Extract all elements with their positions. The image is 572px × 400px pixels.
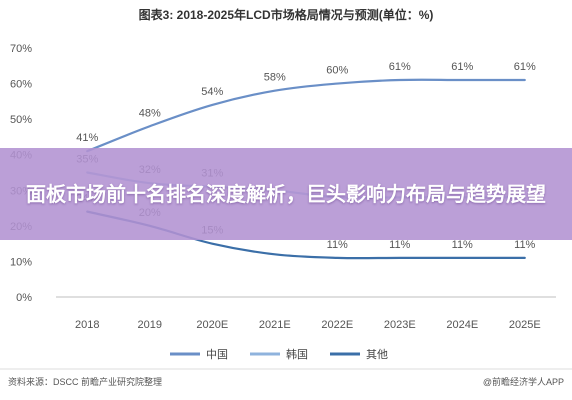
y-tick-label: 10% <box>10 256 32 268</box>
headline-text: 面板市场前十名排名深度解析，巨头影响力布局与趋势展望 <box>26 182 546 206</box>
x-tick-label: 2023E <box>384 319 416 331</box>
legend-label: 韩国 <box>286 347 308 361</box>
brand-note: @前瞻经济学人APP <box>483 376 564 387</box>
data-label: 11% <box>514 239 535 251</box>
data-label: 41% <box>76 132 98 144</box>
data-label: 61% <box>514 61 536 73</box>
x-tick-label: 2025E <box>509 319 541 331</box>
x-tick-label: 2019 <box>138 319 162 331</box>
y-tick-label: 60% <box>10 79 32 91</box>
data-label: 11% <box>389 239 410 251</box>
data-label: 61% <box>451 61 473 73</box>
x-tick-label: 2024E <box>446 319 478 331</box>
x-tick-label: 2018 <box>75 319 99 331</box>
data-label: 58% <box>264 72 286 84</box>
x-tick-label: 2020E <box>196 319 228 331</box>
legend-label: 中国 <box>206 348 228 361</box>
y-tick-label: 0% <box>16 292 32 304</box>
y-tick-label: 70% <box>10 43 32 55</box>
data-label: 60% <box>326 65 348 77</box>
chart-title: 图表3: 2018-2025年LCD市场格局情况与预测(单位：%) <box>139 7 434 22</box>
x-tick-label: 2021E <box>259 319 291 331</box>
data-label: 11% <box>452 239 473 251</box>
source-note: 资料来源：DSCC 前瞻产业研究院整理 <box>8 376 162 387</box>
headline-banner: 面板市场前十名排名深度解析，巨头影响力布局与趋势展望 <box>0 148 572 240</box>
data-label: 54% <box>201 86 223 98</box>
data-label: 48% <box>139 107 161 119</box>
legend: 中国 韩国 其他 <box>170 347 388 361</box>
x-tick-label: 2022E <box>321 319 353 331</box>
x-axis: 2018 2019 2020E 2021E 2022E 2023E 2024E 2025E <box>56 296 556 331</box>
y-tick-label: 50% <box>10 114 32 126</box>
data-label: 61% <box>389 61 411 73</box>
legend-label: 其他 <box>366 348 388 361</box>
data-label: 11% <box>327 239 348 251</box>
series-line <box>86 78 526 153</box>
